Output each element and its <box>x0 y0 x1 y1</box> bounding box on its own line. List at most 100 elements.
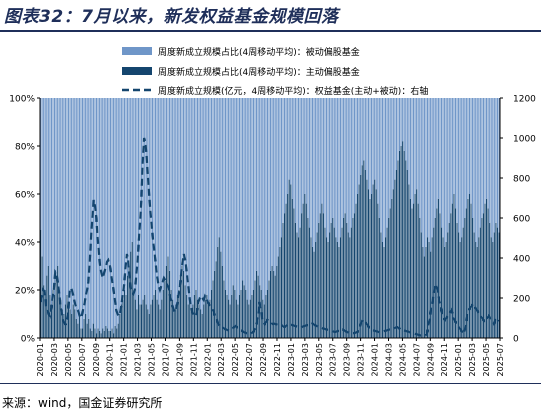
bar-passive <box>53 98 56 295</box>
bar-passive <box>111 98 113 329</box>
bar-passive <box>294 98 296 223</box>
bar-passive <box>479 98 481 228</box>
bar-passive <box>343 98 345 218</box>
x-tick-label: 2025-01 <box>454 343 463 376</box>
bar-active <box>151 299 154 338</box>
bar-passive <box>436 98 438 209</box>
bar-active <box>473 232 475 338</box>
bar-active <box>271 266 273 338</box>
bar-active <box>254 280 256 338</box>
bar-active <box>81 328 84 338</box>
bar-active <box>426 237 429 338</box>
bar-passive <box>347 98 349 233</box>
bar-active <box>482 213 485 338</box>
bar-active <box>381 242 384 338</box>
bar-passive <box>119 98 121 314</box>
y-left-tick-label: 20% <box>15 287 35 297</box>
bar-active <box>91 330 93 338</box>
x-tick-label: 2024-09 <box>426 343 435 376</box>
bar-passive <box>113 98 115 334</box>
bar-passive <box>273 98 275 271</box>
bar-active <box>307 218 309 338</box>
bar-passive <box>52 98 54 290</box>
bar-active <box>313 251 315 338</box>
bar-active <box>266 290 269 338</box>
bar-active <box>405 160 407 338</box>
bar-passive <box>238 98 241 295</box>
bar-passive <box>388 98 390 218</box>
bar-active <box>321 203 323 338</box>
bar-active <box>450 213 452 338</box>
bar-passive <box>242 98 244 281</box>
bar-passive <box>147 98 149 310</box>
bar-active <box>430 251 432 338</box>
bar-passive <box>134 98 136 300</box>
bar-active <box>229 304 231 338</box>
bar-active <box>164 280 166 338</box>
bar-passive <box>344 98 346 214</box>
bar-passive <box>164 98 166 281</box>
bar-passive <box>190 98 192 310</box>
bar-passive <box>405 98 407 161</box>
bar-passive <box>430 98 432 252</box>
bar-active <box>150 304 152 338</box>
bar-passive <box>482 98 485 214</box>
bar-passive <box>131 98 133 242</box>
bar-active <box>350 227 352 338</box>
bar-passive <box>498 98 500 233</box>
bar-passive <box>496 98 499 228</box>
bar-passive <box>361 98 363 166</box>
bar-passive <box>136 98 138 310</box>
bar-passive <box>459 98 461 242</box>
bar-passive <box>293 98 295 209</box>
y-left-tick-label: 80% <box>15 143 35 153</box>
bar-active <box>472 218 474 338</box>
bar-active <box>434 218 436 338</box>
bar-passive <box>389 98 391 209</box>
bar-passive <box>492 98 494 242</box>
bar-passive <box>246 98 248 300</box>
bar-active <box>274 275 276 338</box>
bar-active <box>484 203 486 338</box>
bar-passive <box>445 98 447 242</box>
bar-passive <box>374 98 376 180</box>
bar-passive <box>417 98 419 204</box>
bar-active <box>402 141 404 338</box>
x-tick-label: 2020-07 <box>78 343 87 376</box>
bar-active <box>243 285 245 338</box>
bar-active <box>268 280 270 338</box>
legend-label-passive: 周度新成立规模占比(4周移动平均)：被动偏股基金 <box>158 46 360 58</box>
bar-active <box>116 328 118 338</box>
bar-active <box>423 256 425 338</box>
bar-active <box>130 251 132 338</box>
bar-active <box>464 218 466 338</box>
bar-passive <box>402 98 404 142</box>
bar-passive <box>321 98 323 204</box>
bar-passive <box>467 98 469 199</box>
bar-active <box>409 198 411 338</box>
bar-active <box>207 304 209 338</box>
x-tick-label: 2022-01 <box>203 343 212 376</box>
bar-passive <box>453 98 455 194</box>
bar-active <box>224 290 227 338</box>
bar-passive <box>60 98 62 300</box>
bar-passive <box>88 98 90 319</box>
bar-active <box>148 314 150 338</box>
bar-passive <box>170 98 172 290</box>
bar-active <box>318 222 320 338</box>
bar-active <box>444 246 446 338</box>
bar-passive <box>85 98 87 314</box>
bar-active <box>86 323 88 338</box>
bar-passive <box>218 98 220 238</box>
bar-active <box>436 208 438 338</box>
bar-active <box>282 222 284 338</box>
bar-active <box>385 237 387 338</box>
bar-passive <box>198 98 200 305</box>
bar-passive <box>232 98 234 286</box>
bar-active <box>242 280 244 338</box>
bar-active <box>372 184 374 338</box>
bar-passive <box>313 98 315 252</box>
x-tick-label: 2021-01 <box>120 343 129 376</box>
bar-active <box>327 242 329 338</box>
bar-active <box>113 333 115 338</box>
